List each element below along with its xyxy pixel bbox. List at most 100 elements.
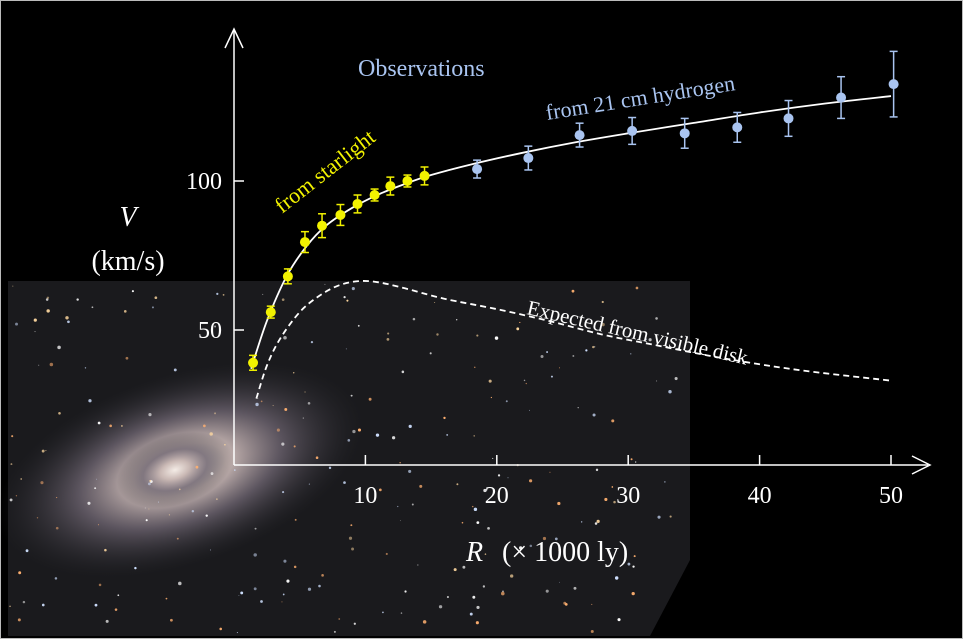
- star: [411, 503, 414, 506]
- star: [234, 469, 236, 471]
- data-point: [523, 153, 534, 164]
- star: [557, 501, 561, 506]
- star: [419, 484, 423, 488]
- star: [516, 327, 520, 331]
- star: [559, 581, 561, 583]
- star: [592, 413, 596, 417]
- star: [178, 581, 182, 586]
- star: [46, 309, 50, 313]
- star: [346, 299, 349, 302]
- star: [131, 290, 134, 293]
- data-point: [627, 125, 638, 136]
- star: [58, 412, 61, 415]
- star: [592, 345, 595, 349]
- star: [669, 515, 672, 518]
- star: [91, 306, 94, 309]
- annotation-observations: Observations: [358, 56, 485, 82]
- star: [144, 507, 146, 509]
- star: [38, 364, 40, 366]
- star: [173, 368, 177, 372]
- star: [260, 400, 263, 403]
- star: [15, 495, 18, 497]
- star: [45, 450, 47, 452]
- data-point: [402, 176, 413, 186]
- star: [545, 589, 549, 593]
- star: [238, 594, 240, 596]
- star: [577, 407, 579, 409]
- star: [613, 500, 616, 504]
- star: [456, 319, 458, 321]
- x-axis-label-var: R: [465, 537, 483, 568]
- star: [293, 445, 296, 448]
- star: [282, 593, 285, 596]
- star: [304, 391, 306, 393]
- star: [594, 346, 596, 348]
- star: [501, 591, 505, 596]
- star: [540, 354, 544, 358]
- star: [438, 605, 443, 609]
- star: [214, 412, 217, 415]
- star: [149, 479, 152, 482]
- star: [94, 487, 97, 490]
- star: [350, 524, 353, 527]
- star: [572, 355, 575, 357]
- star: [105, 619, 109, 623]
- star: [281, 298, 285, 301]
- star: [558, 548, 562, 552]
- star: [585, 349, 588, 352]
- star: [224, 443, 226, 446]
- star: [191, 509, 195, 513]
- star: [40, 481, 44, 485]
- star: [633, 555, 636, 558]
- star: [284, 408, 288, 411]
- star: [216, 498, 218, 500]
- star: [476, 605, 480, 610]
- star: [236, 631, 238, 634]
- star: [310, 341, 314, 344]
- star: [281, 601, 283, 603]
- star: [49, 362, 54, 367]
- star: [104, 548, 107, 552]
- star: [262, 293, 264, 295]
- star: [461, 521, 464, 524]
- star: [148, 413, 152, 417]
- star: [134, 566, 137, 570]
- star: [632, 565, 635, 568]
- star: [170, 618, 173, 622]
- star: [253, 553, 257, 557]
- star: [352, 429, 356, 434]
- star: [456, 483, 459, 486]
- star: [9, 498, 13, 502]
- star: [338, 618, 341, 620]
- star: [507, 477, 509, 479]
- star: [611, 419, 615, 423]
- star: [375, 433, 380, 437]
- star: [529, 544, 533, 548]
- x-tick-label: 10: [353, 483, 377, 509]
- star: [484, 553, 487, 555]
- star: [56, 496, 58, 499]
- star: [328, 466, 332, 470]
- star: [656, 380, 658, 382]
- star: [55, 526, 59, 530]
- star: [378, 488, 382, 492]
- star: [168, 514, 170, 516]
- star: [272, 404, 274, 407]
- star: [222, 293, 225, 296]
- star: [404, 590, 407, 593]
- star: [12, 285, 14, 287]
- star: [571, 289, 575, 293]
- star: [351, 547, 355, 551]
- star: [473, 435, 475, 437]
- star: [472, 595, 476, 599]
- star: [674, 376, 678, 381]
- data-point: [282, 271, 293, 282]
- star: [283, 559, 287, 563]
- star: [210, 549, 211, 551]
- star: [399, 520, 401, 522]
- star: [563, 601, 567, 605]
- star: [33, 318, 37, 322]
- star: [476, 334, 479, 337]
- star: [385, 552, 388, 556]
- data-point: [419, 170, 430, 181]
